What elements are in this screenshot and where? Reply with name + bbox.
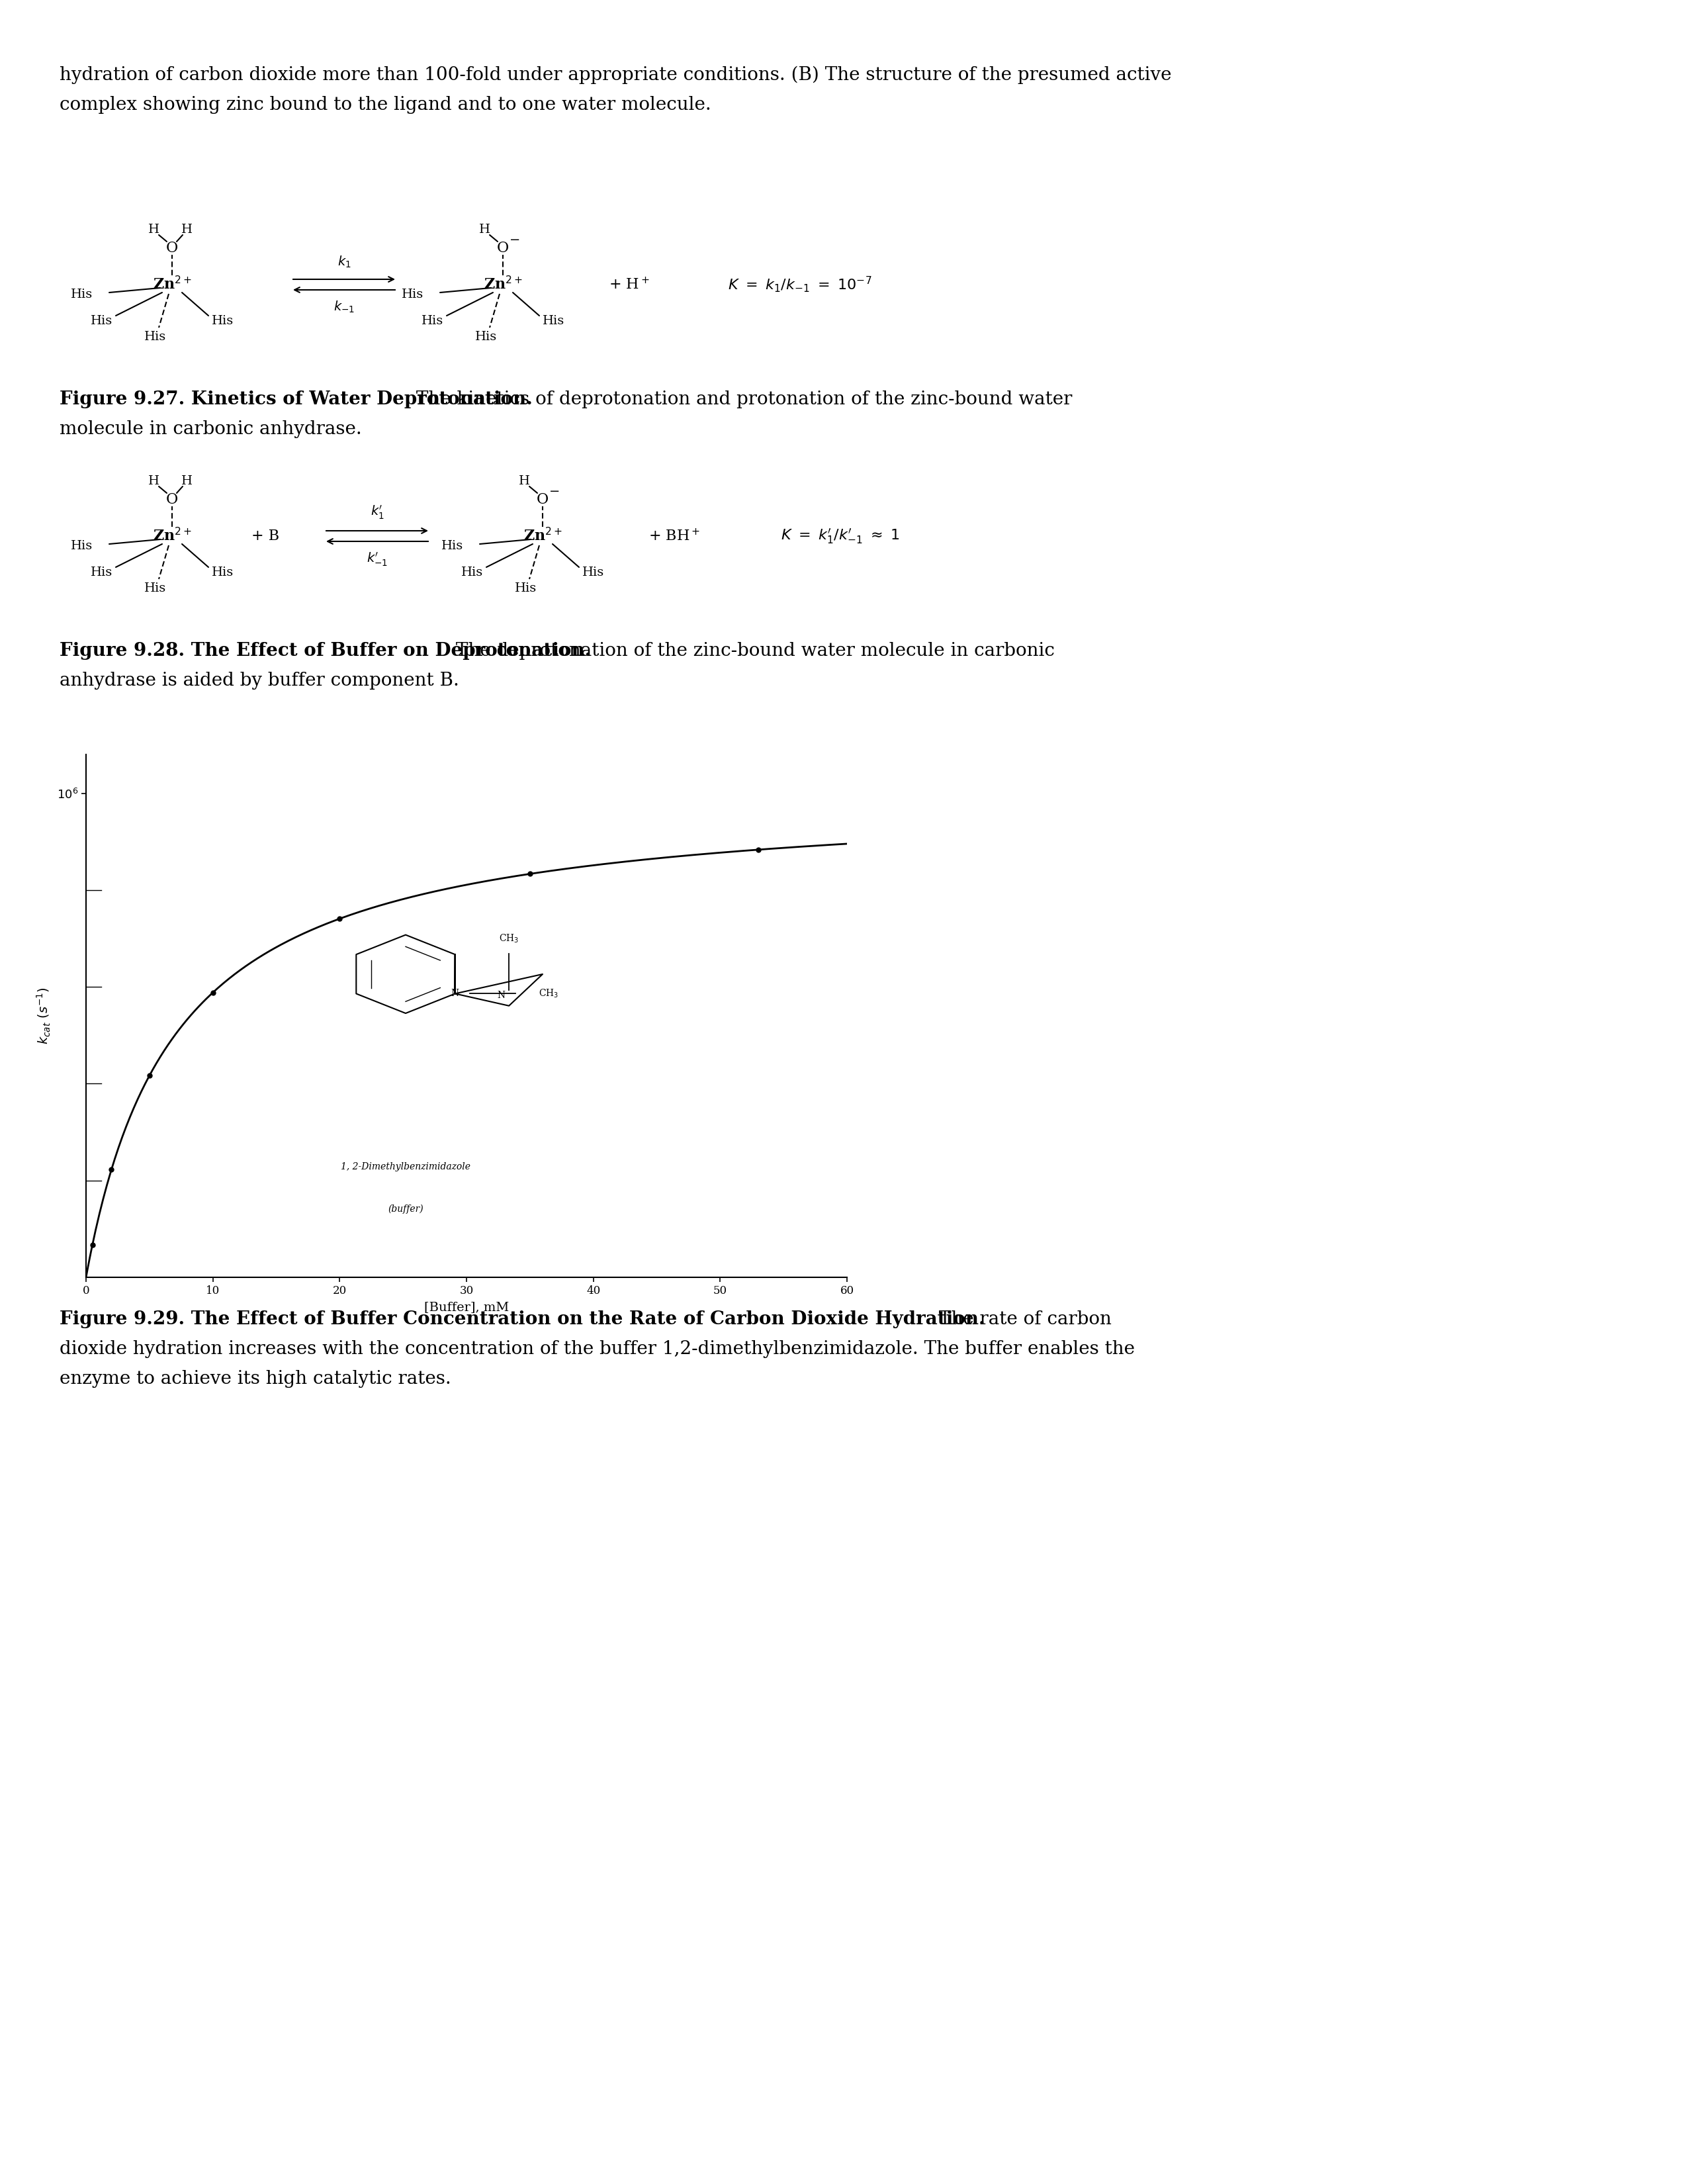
Text: −: − [510, 234, 520, 247]
Text: The deprotonation of the zinc-bound water molecule in carbonic: The deprotonation of the zinc-bound wate… [451, 642, 1055, 660]
Text: Figure 9.27. Kinetics of Water Deprotonation.: Figure 9.27. Kinetics of Water Deprotona… [59, 391, 533, 408]
Text: + B: + B [252, 529, 279, 544]
Text: His: His [402, 288, 424, 301]
Text: His: His [461, 566, 483, 579]
Text: $k_{-1}'$: $k_{-1}'$ [366, 550, 388, 568]
Text: H: H [181, 223, 192, 236]
Text: (buffer): (buffer) [388, 1203, 424, 1214]
Text: molecule in carbonic anhydrase.: molecule in carbonic anhydrase. [59, 419, 361, 439]
Text: Zn$^{2+}$: Zn$^{2+}$ [523, 529, 562, 544]
Text: His: His [476, 332, 498, 343]
Text: 1, 2-Dimethylbenzimidazole: 1, 2-Dimethylbenzimidazole [341, 1162, 471, 1171]
Text: H: H [181, 476, 192, 487]
Text: H: H [479, 223, 490, 236]
Text: H: H [149, 476, 159, 487]
Text: N: N [498, 992, 505, 1000]
Text: His: His [91, 314, 113, 328]
Text: His: His [422, 314, 444, 328]
Y-axis label: $k_{cat}\ (s^{-1})$: $k_{cat}\ (s^{-1})$ [35, 987, 52, 1044]
Text: dioxide hydration increases with the concentration of the buffer 1,2-dimethylben: dioxide hydration increases with the con… [59, 1341, 1134, 1358]
Text: O: O [496, 240, 508, 256]
X-axis label: [Buffer], mM: [Buffer], mM [424, 1302, 508, 1313]
Text: anhydrase is aided by buffer component B.: anhydrase is aided by buffer component B… [59, 673, 459, 690]
Text: CH$_3$: CH$_3$ [538, 987, 559, 1000]
Text: + H$^+$: + H$^+$ [609, 277, 650, 293]
Text: Figure 9.29. The Effect of Buffer Concentration on the Rate of Carbon Dioxide Hy: Figure 9.29. The Effect of Buffer Concen… [59, 1310, 986, 1328]
Text: His: His [211, 566, 233, 579]
Text: Zn$^{2+}$: Zn$^{2+}$ [152, 275, 191, 293]
Text: H: H [149, 223, 159, 236]
Text: CH$_3$: CH$_3$ [500, 933, 518, 943]
Text: Figure 9.28. The Effect of Buffer on Deprotonation.: Figure 9.28. The Effect of Buffer on Dep… [59, 642, 591, 660]
Text: O: O [165, 240, 177, 256]
Text: O: O [537, 491, 549, 507]
Text: N: N [451, 989, 459, 998]
Text: $k_1'$: $k_1'$ [370, 505, 383, 520]
Text: His: His [211, 314, 233, 328]
Text: His: His [441, 539, 463, 553]
Text: The kinetics of deprotonation and protonation of the zinc-bound water: The kinetics of deprotonation and proton… [410, 391, 1072, 408]
Text: $k_{-1}$: $k_{-1}$ [334, 299, 354, 314]
Text: His: His [515, 583, 537, 594]
Text: $K\ =\ k_1/k_{-1}\ =\ 10^{-7}$: $K\ =\ k_1/k_{-1}\ =\ 10^{-7}$ [728, 275, 871, 295]
Text: enzyme to achieve its high catalytic rates.: enzyme to achieve its high catalytic rat… [59, 1369, 451, 1387]
Text: His: His [542, 314, 564, 328]
Text: His: His [91, 566, 113, 579]
Text: H: H [518, 476, 530, 487]
Text: His: His [145, 332, 167, 343]
Text: Zn$^{2+}$: Zn$^{2+}$ [152, 529, 191, 544]
Text: $k_1$: $k_1$ [338, 256, 351, 269]
Text: Zn$^{2+}$: Zn$^{2+}$ [483, 275, 522, 293]
Text: complex showing zinc bound to the ligand and to one water molecule.: complex showing zinc bound to the ligand… [59, 96, 711, 114]
Text: The rate of carbon: The rate of carbon [933, 1310, 1112, 1328]
Text: $K\ =\ k_1'/k_{-1}'\ \approx\ 1$: $K\ =\ k_1'/k_{-1}'\ \approx\ 1$ [782, 526, 900, 546]
Text: His: His [71, 288, 93, 301]
Text: His: His [71, 539, 93, 553]
Text: O: O [165, 491, 177, 507]
Text: His: His [145, 583, 167, 594]
Text: + BH$^+$: + BH$^+$ [648, 529, 701, 544]
Text: hydration of carbon dioxide more than 100-fold under appropriate conditions. (B): hydration of carbon dioxide more than 10… [59, 66, 1171, 85]
Text: His: His [582, 566, 604, 579]
Text: −: − [549, 485, 560, 498]
